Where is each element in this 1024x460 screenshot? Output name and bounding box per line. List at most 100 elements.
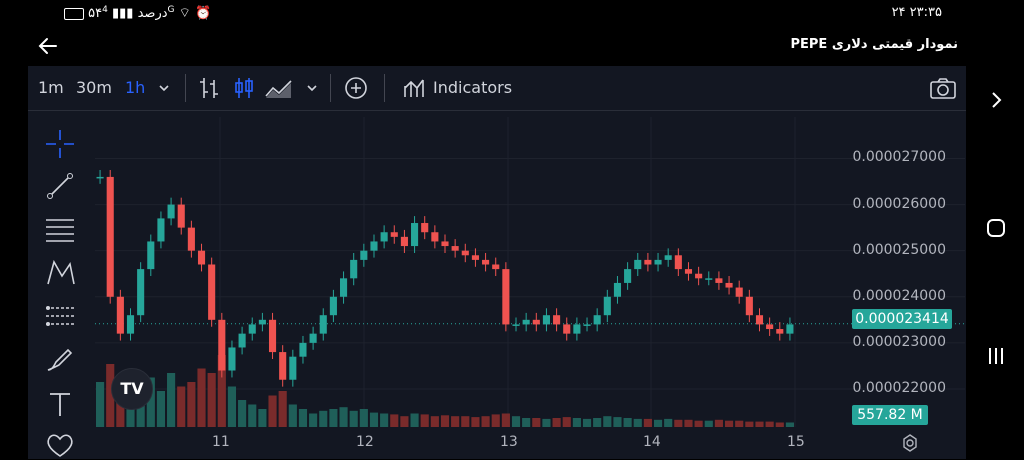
candle-body (654, 259, 662, 265)
volume-bar (562, 417, 571, 427)
drawing-sidebar (28, 114, 90, 459)
chevron-down-icon[interactable] (306, 82, 318, 94)
volume-bar (785, 422, 794, 427)
text-icon[interactable] (42, 388, 78, 420)
volume-bar (735, 420, 744, 427)
volume-bar (461, 416, 470, 427)
chevron-right-icon[interactable] (984, 88, 1008, 112)
price-tick: 0.000027000 (852, 149, 946, 166)
candle-body (593, 315, 601, 325)
candle-body (451, 246, 459, 251)
candle-body (197, 250, 206, 265)
volume-bar (755, 421, 764, 427)
volume-bar (268, 395, 277, 427)
recents-icon[interactable] (984, 344, 1008, 368)
volume-bar (156, 391, 166, 427)
pattern-icon[interactable] (42, 256, 78, 288)
volume-bar (623, 418, 632, 427)
candle-body (238, 333, 246, 348)
volume-bar (359, 409, 368, 427)
candle-body (634, 259, 642, 270)
volume-bar (542, 418, 551, 427)
candle-body (126, 315, 135, 334)
volume-bar (238, 400, 247, 427)
candle-body (340, 278, 348, 297)
network-type: 4G (102, 5, 175, 15)
volume-bar (116, 391, 125, 427)
candle-body (258, 319, 266, 325)
interval-1m[interactable]: 1m (38, 78, 64, 97)
candle-body (177, 204, 185, 228)
camera-icon[interactable] (929, 76, 957, 100)
candle-body (390, 232, 398, 237)
volume-bar (613, 417, 622, 427)
volume-bar (258, 409, 267, 427)
candle-body (583, 324, 591, 326)
price-tick: 0.000026000 (852, 195, 946, 212)
candle-body (563, 324, 571, 334)
crosshair-icon[interactable] (42, 128, 78, 160)
volume-bar (309, 413, 318, 427)
settings-gear-icon[interactable] (900, 433, 920, 453)
volume-bar (532, 418, 541, 427)
candle-body (532, 319, 540, 325)
back-arrow-icon[interactable] (36, 34, 60, 58)
price-tick: 0.000022000 (852, 379, 946, 396)
volume-bar (217, 355, 226, 427)
volume-bar (522, 418, 531, 427)
volume-bar (582, 418, 592, 427)
candle-body (755, 315, 764, 325)
candle-body (461, 250, 469, 256)
interval-1h[interactable]: 1h (125, 78, 146, 97)
add-plus-icon[interactable] (344, 76, 368, 100)
candle-body (208, 264, 216, 320)
trendline-icon[interactable] (42, 170, 78, 202)
measure-icon[interactable] (42, 300, 78, 332)
volume-bar (319, 410, 328, 427)
volume-bar (491, 414, 500, 427)
battery-icon (64, 7, 84, 20)
candle-body (664, 255, 672, 260)
candle-body (157, 218, 165, 242)
volume-bar (167, 373, 176, 427)
volume-bar (349, 410, 358, 427)
candles-icon[interactable] (233, 76, 255, 100)
price-axis: 0.000027000 0.000026000 0.000025000 0.00002… (850, 117, 966, 427)
volume-bar (451, 416, 460, 427)
price-chart[interactable] (95, 117, 965, 427)
chevron-down-icon[interactable] (158, 82, 170, 94)
candle-body (289, 356, 297, 380)
candle-body (299, 342, 307, 357)
home-icon[interactable] (984, 216, 1008, 240)
indicators-button[interactable]: Indicators (433, 78, 513, 97)
volume-bar (430, 416, 439, 427)
divider (185, 74, 186, 102)
candle-body (218, 319, 226, 371)
volume-bar (603, 416, 612, 427)
interval-30m[interactable]: 30m (76, 78, 112, 97)
status-time: ۲۴ ۲۳:۳۵ (891, 5, 942, 20)
candle-body (248, 324, 256, 334)
volume-bar (501, 413, 510, 427)
volume-bar (664, 418, 673, 427)
candle-body (319, 315, 327, 334)
volume-bar (674, 419, 683, 427)
time-tick: 12 (356, 434, 374, 450)
bars-icon[interactable] (198, 76, 220, 100)
indicators-icon[interactable] (402, 76, 426, 100)
candle-body (695, 273, 703, 279)
volume-bar (298, 409, 308, 427)
wifi-icon: ⌔ (178, 6, 191, 21)
favorite-icon[interactable] (42, 428, 78, 460)
brush-icon[interactable] (42, 344, 78, 376)
candle-body (279, 352, 287, 380)
candle-body (603, 296, 611, 316)
tradingview-logo[interactable]: TV (111, 368, 153, 410)
candle-body (725, 282, 733, 288)
volume-bar (278, 391, 287, 427)
volume-bar (420, 414, 429, 427)
volume-bar (704, 420, 713, 427)
area-chart-icon[interactable] (264, 76, 294, 100)
candle-body (471, 255, 479, 260)
fib-icon[interactable] (42, 214, 78, 246)
